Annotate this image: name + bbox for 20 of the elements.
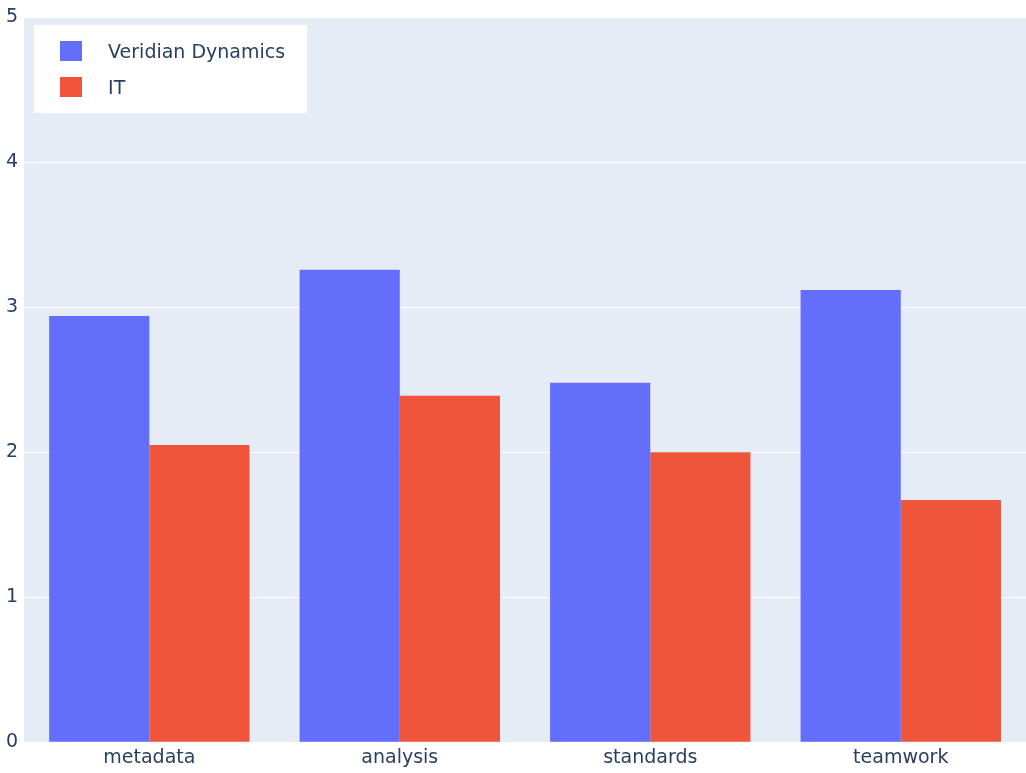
y-tick-label: 1 [5, 584, 19, 607]
y-tick-label: 3 [5, 294, 19, 317]
x-tick-label: teamwork [853, 744, 949, 767]
bar [650, 452, 751, 742]
bar [800, 289, 901, 742]
y-tick-label: 4 [5, 149, 19, 172]
legend-label: Veridian Dynamics [108, 40, 286, 63]
x-tick-label: analysis [361, 744, 439, 767]
bar [149, 445, 250, 742]
bar [49, 316, 150, 742]
x-tick-label: standards [603, 744, 698, 767]
y-tick-label: 5 [5, 4, 19, 27]
legend-label: IT [108, 76, 126, 99]
y-tick-label: 0 [5, 729, 19, 752]
bar [550, 382, 651, 742]
bar [399, 395, 500, 742]
x-tick-label: metadata [103, 744, 196, 767]
bar [299, 269, 400, 742]
y-tick-label: 2 [5, 439, 19, 462]
bar [900, 500, 1001, 742]
